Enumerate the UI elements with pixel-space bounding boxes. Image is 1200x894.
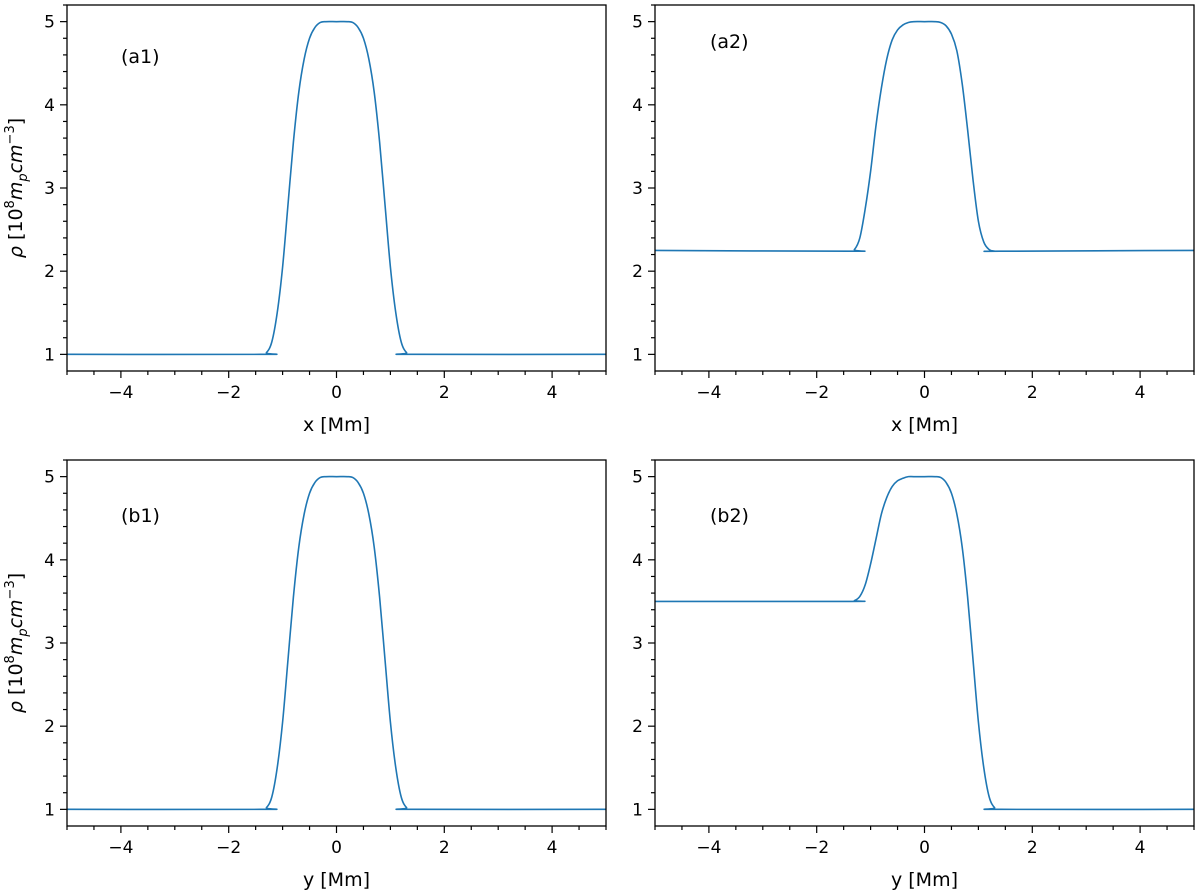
x-tick-label: −2: [216, 838, 241, 858]
density-curve: [67, 20, 606, 356]
y-tick-label: 2: [44, 262, 55, 282]
x-axis-label: y [Mm]: [891, 869, 958, 891]
panel-b1: −4 −2 0 2 4 1 2 3 4 5 y [Mm] ρ [108mpcm−3] (b1): [3, 459, 607, 891]
y-tick-label: 5: [44, 13, 55, 33]
x-tick-label: −2: [804, 383, 829, 403]
y-tick-label: 2: [632, 262, 643, 282]
x-axis-label: y [Mm]: [303, 869, 370, 891]
panel-a1: −4 −2 0 2 4 1 2 3 4 5 x [Mm] ρ [108mpcm−3] (a1): [3, 4, 607, 436]
x-tick-label: 2: [439, 383, 450, 403]
x-tick-label: −4: [108, 383, 133, 403]
x-tick-label: 0: [919, 838, 930, 858]
y-tick-label: 1: [632, 345, 643, 365]
x-tick-label: 2: [1027, 383, 1038, 403]
x-tick-label: −2: [216, 383, 241, 403]
x-tick-label: 2: [439, 838, 450, 858]
y-tick-label: 2: [632, 717, 643, 737]
x-tick-label: 2: [1027, 838, 1038, 858]
density-curve: [655, 475, 1194, 811]
y-tick-label: 3: [44, 179, 55, 199]
y-tick-label: 1: [632, 800, 643, 820]
x-tick-label: 4: [547, 383, 558, 403]
y-tick-label: 3: [632, 634, 643, 654]
density-curve: [67, 475, 606, 811]
x-tick-label: −4: [108, 838, 133, 858]
y-tick-label: 1: [44, 800, 55, 820]
panel-b2: −4 −2 0 2 4 1 2 3 4 5 y [Mm] (b2): [632, 459, 1195, 891]
y-tick-label: 5: [44, 468, 55, 488]
x-tick-label: 0: [919, 383, 930, 403]
density-curve: [655, 20, 1194, 253]
x-axis-label: x [Mm]: [303, 414, 370, 436]
x-tick-label: 4: [1135, 838, 1146, 858]
y-tick-label: 4: [44, 551, 55, 571]
panel-label: (a1): [121, 46, 160, 68]
x-tick-label: −2: [804, 838, 829, 858]
y-tick-label: 2: [44, 717, 55, 737]
x-tick-label: 0: [331, 838, 342, 858]
x-tick-label: −4: [696, 383, 721, 403]
y-tick-label: 4: [632, 551, 643, 571]
axes-frame: [654, 4, 1195, 372]
x-tick-label: −4: [696, 838, 721, 858]
x-tick-label: 4: [547, 838, 558, 858]
y-tick-label: 4: [44, 96, 55, 116]
y-tick-label: 4: [632, 96, 643, 116]
y-tick-label: 3: [632, 179, 643, 199]
y-tick-label: 5: [632, 468, 643, 488]
y-axis-label: ρ [108mpcm−3]: [3, 573, 31, 713]
panel-a2: −4 −2 0 2 4 1 2 3 4 5 x [Mm] (a2): [632, 4, 1195, 436]
x-tick-label: 0: [331, 383, 342, 403]
y-tick-label: 1: [44, 345, 55, 365]
y-axis-label: ρ [108mpcm−3]: [3, 118, 31, 258]
x-tick-label: 4: [1135, 383, 1146, 403]
panel-label: (a2): [710, 31, 749, 53]
panel-label: (b1): [121, 505, 160, 527]
panel-label: (b2): [710, 505, 749, 527]
x-axis-label: x [Mm]: [891, 414, 958, 436]
y-tick-label: 3: [44, 634, 55, 654]
y-tick-label: 5: [632, 13, 643, 33]
